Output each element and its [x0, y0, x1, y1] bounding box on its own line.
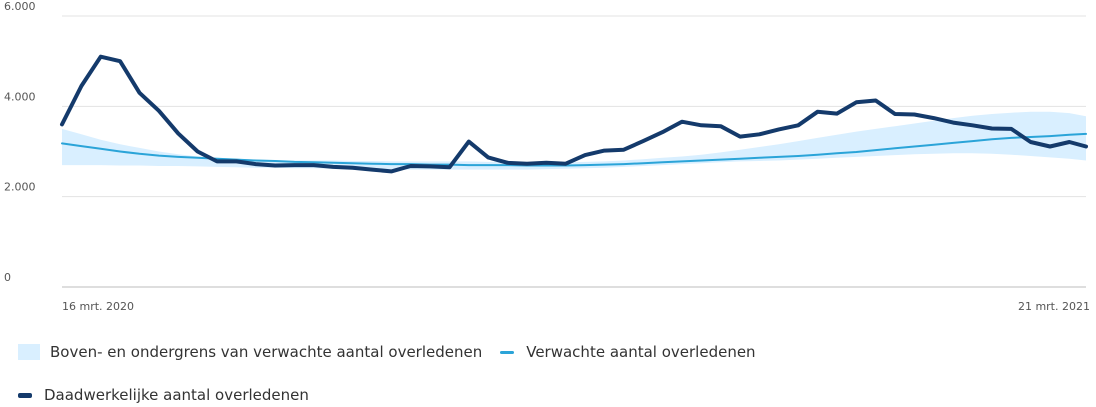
- actual-deaths-series: [60, 54, 1088, 174]
- legend-label-actual: Daadwerkelijke aantal overledenen: [44, 386, 309, 404]
- legend-label-expected: Verwachte aantal overledenen: [526, 343, 756, 361]
- legend-swatch-expected: [500, 350, 515, 354]
- y-tick-label-6000: 6.000: [4, 0, 36, 13]
- gridlines: [62, 15, 1086, 288]
- mortality-line-chart: 0 2.000 4.000 6.000 16 mrt. 2020 21 mrt. 20…: [4, 0, 1090, 313]
- x-tick-label-end: 21 mrt. 2021: [1018, 300, 1090, 313]
- band-area: [62, 111, 1086, 170]
- legend-swatch-band: [18, 344, 40, 360]
- y-tick-label-4000: 4.000: [4, 90, 36, 103]
- legend-item-band: Boven- en ondergrens van verwachte aanta…: [18, 343, 482, 361]
- legend-row-2: Daadwerkelijke aantal overledenen: [18, 386, 327, 404]
- y-axis-tick-labels: 0 2.000 4.000 6.000: [4, 0, 36, 284]
- legend-item-expected: Verwachte aantal overledenen: [500, 343, 756, 361]
- y-tick-label-0: 0: [4, 271, 11, 284]
- x-tick-label-start: 16 mrt. 2020: [62, 300, 134, 313]
- legend-row-1: Boven- en ondergrens van verwachte aanta…: [18, 343, 774, 361]
- y-tick-label-2000: 2.000: [4, 181, 36, 194]
- expected-range-band: [62, 111, 1086, 170]
- actual-line: [60, 54, 1088, 174]
- legend-label-band: Boven- en ondergrens van verwachte aanta…: [50, 343, 483, 361]
- legend-item-actual: Daadwerkelijke aantal overledenen: [18, 386, 309, 404]
- legend-swatch-actual: [18, 392, 32, 398]
